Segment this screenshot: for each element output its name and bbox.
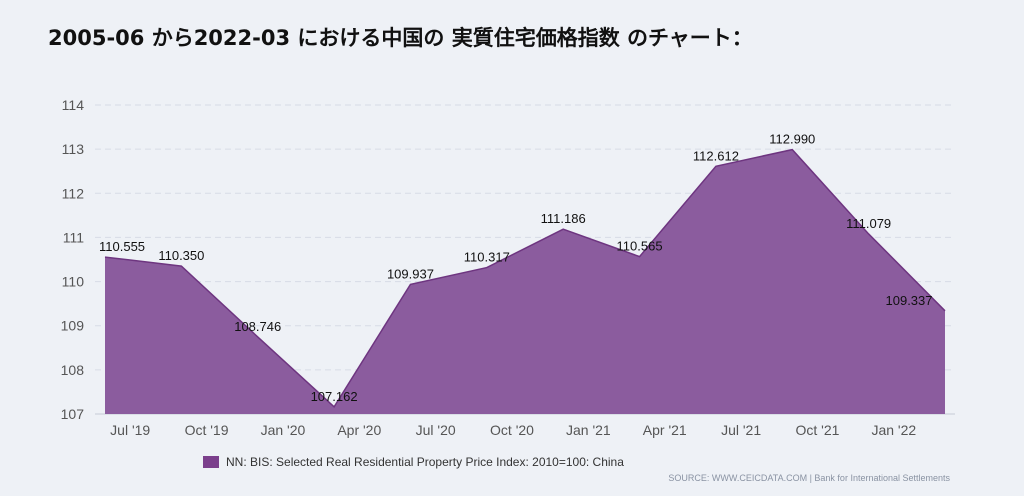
data-label: 110.555 <box>99 239 145 254</box>
x-tick-label: Jul '20 <box>416 422 456 438</box>
area-series <box>105 149 945 414</box>
x-tick-label: Jan '20 <box>261 422 306 438</box>
legend[interactable]: NN: BIS: Selected Real Residential Prope… <box>203 455 624 469</box>
x-tick-label: Oct '21 <box>796 422 840 438</box>
data-label: 108.746 <box>234 319 281 334</box>
source-note: SOURCE: WWW.CEICDATA.COM | Bank for Inte… <box>668 473 950 483</box>
x-tick-label: Apr '20 <box>337 422 381 438</box>
data-label: 110.317 <box>464 250 510 265</box>
data-label: 111.186 <box>541 211 586 226</box>
data-label: 109.937 <box>387 266 434 281</box>
y-tick-label: 114 <box>62 97 85 113</box>
x-tick-label: Apr '21 <box>643 422 687 438</box>
y-tick-label: 110 <box>62 274 85 290</box>
data-label: 110.350 <box>158 248 204 263</box>
chart-title: 2005-06 から2022-03 における中国の 実質住宅価格指数 のチャート… <box>48 26 753 50</box>
y-tick-label: 113 <box>62 141 85 157</box>
legend-swatch <box>203 456 219 468</box>
data-label: 112.612 <box>693 148 739 163</box>
y-tick-label: 107 <box>61 406 85 422</box>
data-label: 112.990 <box>769 132 815 147</box>
data-label: 109.337 <box>886 293 933 308</box>
series-line <box>104 148 946 409</box>
x-tick-label: Oct '19 <box>185 422 229 438</box>
x-tick-label: Jul '19 <box>110 422 150 438</box>
x-tick-label: Jan '21 <box>566 422 611 438</box>
data-label: 107.162 <box>311 389 358 404</box>
data-label: 111.079 <box>846 216 891 231</box>
y-tick-label: 111 <box>63 229 84 245</box>
y-tick-label: 109 <box>61 318 85 334</box>
y-tick-label: 108 <box>61 362 85 378</box>
legend-label: NN: BIS: Selected Real Residential Prope… <box>226 455 624 469</box>
x-tick-label: Oct '20 <box>490 422 534 438</box>
data-label: 110.565 <box>617 239 663 254</box>
y-tick-label: 112 <box>62 185 85 201</box>
x-tick-label: Jul '21 <box>721 422 761 438</box>
x-tick-label: Jan '22 <box>871 422 916 438</box>
